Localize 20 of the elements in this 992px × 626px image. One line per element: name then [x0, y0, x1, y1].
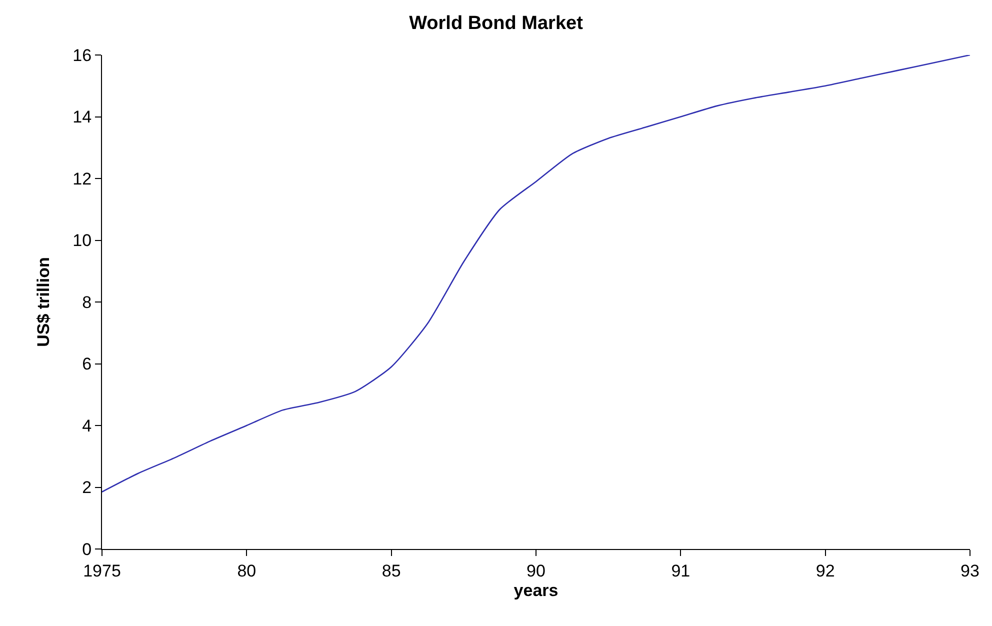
y-tick-label: 2 [82, 478, 92, 498]
x-tick-label: 85 [382, 561, 401, 580]
y-axis-title: US$ trillion [34, 257, 54, 347]
y-tick-label: 0 [82, 540, 92, 559]
x-tick-label: 91 [671, 561, 690, 580]
line-series [102, 55, 970, 493]
x-tick-label: 90 [526, 561, 546, 580]
x-tick-label: 93 [960, 561, 980, 580]
x-tick-label: 92 [816, 561, 835, 580]
y-tick-label: 8 [82, 292, 92, 312]
x-tick-label: 80 [237, 561, 256, 580]
chart-title: World Bond Market [409, 12, 584, 34]
y-tick-label: 10 [72, 231, 92, 250]
y-tick-label: 16 [72, 46, 92, 65]
y-tick-label: 12 [72, 169, 92, 188]
y-tick-label: 4 [82, 416, 92, 436]
y-tick-label: 6 [82, 354, 92, 374]
x-tick-label: 1975 [83, 561, 121, 580]
y-tick-label: 14 [72, 108, 92, 127]
x-axis-title: years [514, 580, 558, 600]
